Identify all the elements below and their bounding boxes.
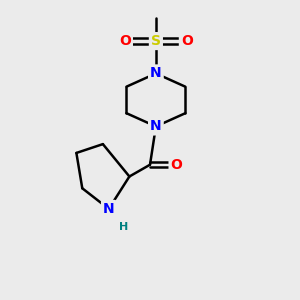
Text: O: O — [119, 34, 131, 48]
Text: N: N — [103, 202, 115, 216]
Text: S: S — [151, 34, 161, 48]
Text: N: N — [150, 119, 162, 134]
Text: H: H — [119, 222, 128, 232]
Text: O: O — [171, 158, 182, 172]
Text: O: O — [181, 34, 193, 48]
Text: N: N — [150, 66, 162, 80]
